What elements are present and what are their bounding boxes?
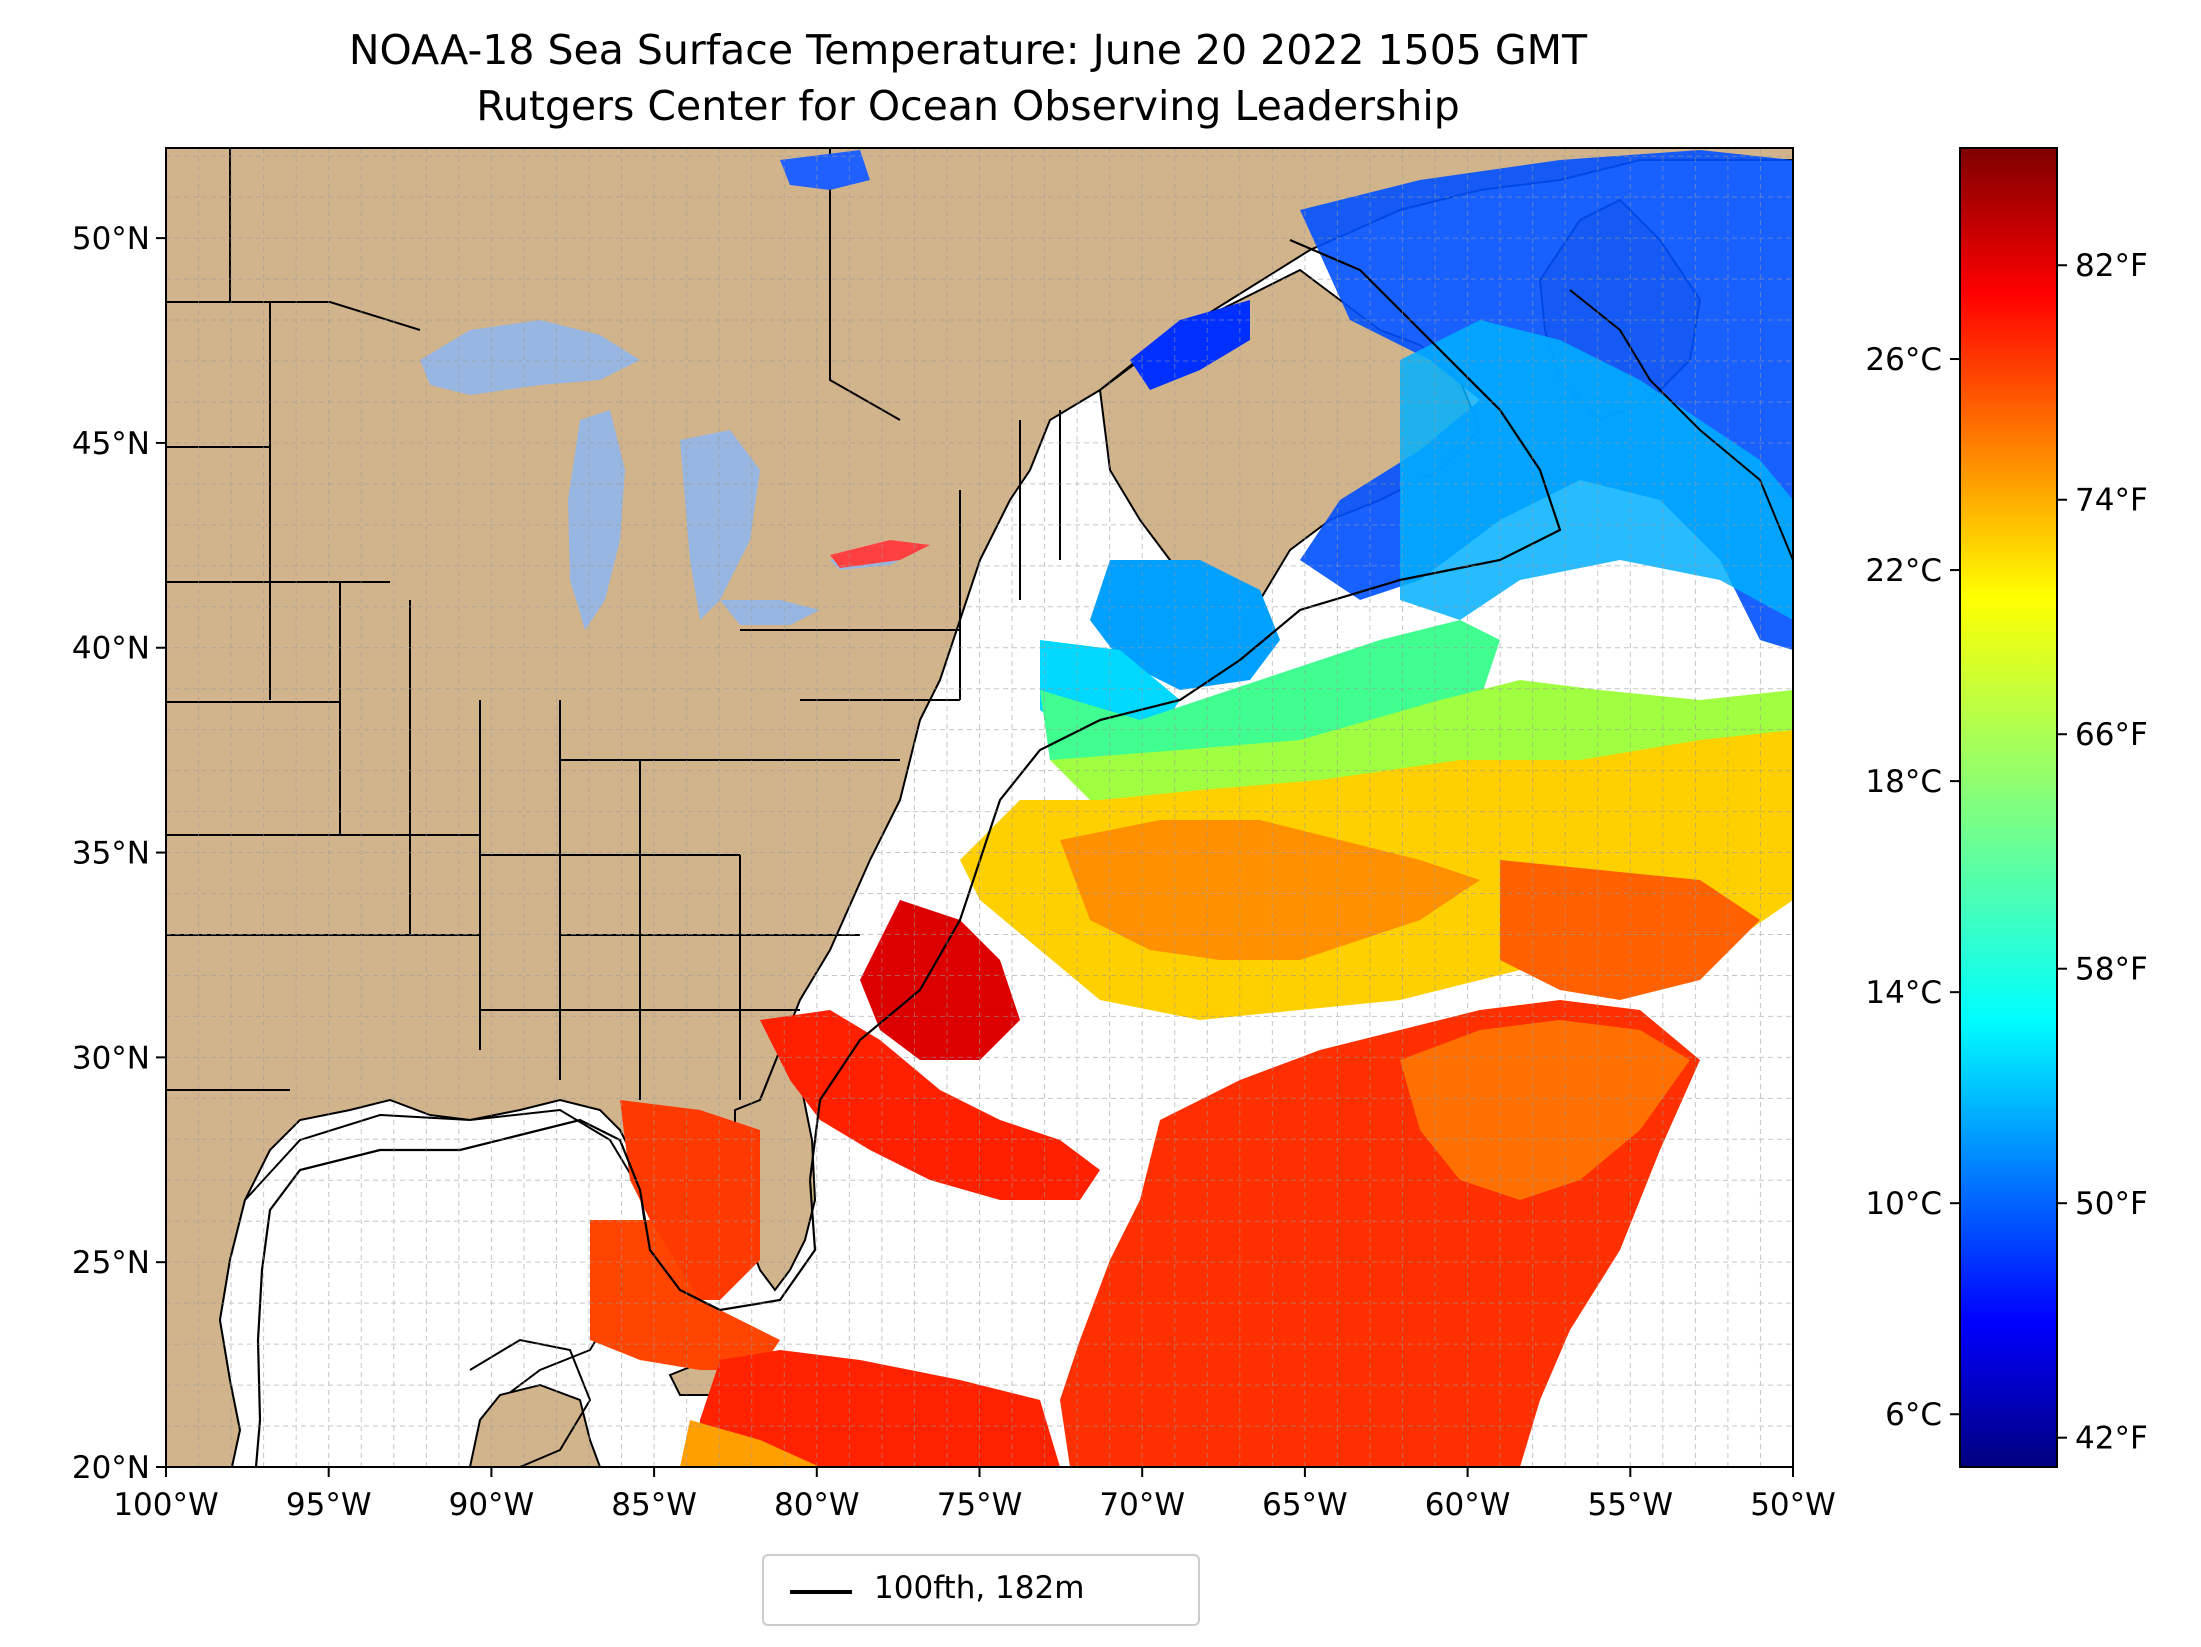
- longitude-ticks: 100°W 95°W 90°W 85°W 80°W 75°W 70°W 65°W 60°W 55°…: [113, 1467, 1836, 1523]
- celsius-tick-label: 6°C: [1885, 1397, 1942, 1433]
- colorbar-fahrenheit-ticks: 42°F 50°F 58°F 66°F 74°F 82°F: [2057, 248, 2148, 1457]
- state-boundaries: [166, 148, 1061, 1100]
- lat-tick-label: 35°N: [72, 836, 150, 872]
- fahrenheit-tick-label: 82°F: [2075, 248, 2148, 284]
- fahrenheit-tick-label: 50°F: [2075, 1186, 2148, 1222]
- gridlines: [166, 148, 1793, 1467]
- celsius-tick-label: 14°C: [1865, 975, 1942, 1011]
- gulf-of-mexico: [218, 1108, 652, 1467]
- lon-tick-label: 50°W: [1750, 1487, 1836, 1523]
- lon-tick-label: 70°W: [1099, 1487, 1185, 1523]
- lon-tick-label: 65°W: [1262, 1487, 1348, 1523]
- fahrenheit-tick-label: 42°F: [2075, 1421, 2148, 1457]
- lon-tick-label: 75°W: [937, 1487, 1023, 1523]
- legend-label: 100fth, 182m: [874, 1570, 1085, 1606]
- title-line2: Rutgers Center for Ocean Observing Leade…: [476, 82, 1460, 130]
- lat-tick-label: 25°N: [72, 1245, 150, 1281]
- legend: 100fth, 182m: [762, 1554, 1200, 1626]
- lon-tick-label: 85°W: [611, 1487, 697, 1523]
- fahrenheit-tick-label: 66°F: [2075, 717, 2148, 753]
- lat-tick-label: 50°N: [72, 221, 150, 257]
- sst-data: [590, 150, 1793, 1467]
- celsius-tick-label: 18°C: [1865, 764, 1942, 800]
- lon-tick-label: 100°W: [113, 1487, 218, 1523]
- fahrenheit-tick-label: 58°F: [2075, 952, 2148, 988]
- lon-tick-label: 90°W: [449, 1487, 535, 1523]
- lat-tick-label: 30°N: [72, 1040, 150, 1076]
- colorbar: 6°C 10°C 14°C 18°C 22°C 26°C 42°F 50°F 58°F 66°F…: [1865, 147, 2148, 1468]
- legend-line-swatch: [790, 1590, 852, 1594]
- fahrenheit-tick-label: 74°F: [2075, 483, 2148, 519]
- title-line1: NOAA-18 Sea Surface Temperature: June 20…: [349, 26, 1588, 74]
- lat-tick-label: 45°N: [72, 426, 150, 462]
- lon-tick-label: 80°W: [774, 1487, 860, 1523]
- lat-tick-label: 40°N: [72, 631, 150, 667]
- latitude-ticks: 20°N 25°N 30°N 35°N 40°N 45°N 50°N: [72, 221, 166, 1486]
- contour-100fth: [254, 238, 1562, 1467]
- colorbar-celsius-ticks: 6°C 10°C 14°C 18°C 22°C 26°C: [1865, 342, 1960, 1433]
- lat-tick-label: 20°N: [72, 1450, 150, 1486]
- map-area: [166, 148, 1793, 1467]
- celsius-tick-label: 10°C: [1865, 1186, 1942, 1222]
- lon-tick-label: 95°W: [286, 1487, 372, 1523]
- colorbar-gradient: [1959, 147, 2058, 1468]
- lon-tick-label: 60°W: [1425, 1487, 1511, 1523]
- lon-tick-label: 55°W: [1587, 1487, 1673, 1523]
- celsius-tick-label: 26°C: [1865, 342, 1942, 378]
- celsius-tick-label: 22°C: [1865, 553, 1942, 589]
